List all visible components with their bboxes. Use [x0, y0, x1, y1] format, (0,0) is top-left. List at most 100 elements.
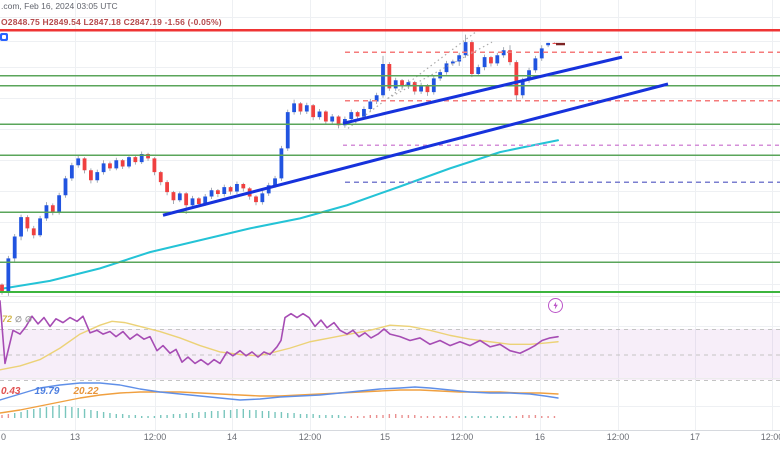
chart-logo-icon[interactable]: [0, 33, 8, 41]
time-label[interactable]: 12:00: [607, 432, 630, 442]
candle-down: [0, 284, 4, 293]
dmi-hist-bar: [401, 415, 403, 418]
candle-up: [381, 64, 385, 96]
candle-up: [520, 80, 525, 96]
dmi-hist-bar: [274, 412, 276, 418]
trendline-blue: [162, 82, 669, 217]
candle-up: [533, 58, 538, 71]
candle-down: [254, 196, 258, 203]
dmi-hist-bar: [483, 416, 486, 418]
dmi-hist-bar: [71, 407, 73, 418]
dmi-hist-bar: [534, 415, 537, 418]
dmi-hist-bar: [121, 414, 124, 418]
time-label[interactable]: 15: [380, 432, 390, 442]
candle-down: [82, 158, 87, 171]
candle-down: [146, 154, 150, 159]
candle-up: [222, 187, 227, 194]
dmi-hist-bar: [344, 416, 346, 418]
candle-up: [235, 184, 239, 192]
dmi-hist-bar: [58, 405, 60, 418]
candle-up: [63, 178, 68, 196]
time-label[interactable]: 12:00: [299, 432, 322, 442]
dmi-hist-bar: [1, 415, 3, 418]
dmi-hist-bar: [395, 414, 397, 418]
dmi-hist-bar: [528, 415, 530, 418]
ohlc-values: O2848.75 H2849.54 L2847.18 C2847.19 -1.5…: [1, 17, 222, 27]
dmi-hist-bar: [509, 416, 511, 418]
candle-up: [19, 217, 23, 237]
candle-down: [184, 193, 189, 206]
dmi-hist-bar: [229, 410, 232, 418]
hide-indicator-icon[interactable]: ∅: [15, 315, 22, 324]
dmi-hist-bar: [515, 416, 518, 418]
dmi-hist-bar: [179, 414, 181, 418]
candle-up: [57, 195, 62, 213]
time-label[interactable]: 17: [690, 432, 700, 442]
hide-indicator-icon[interactable]: ∅: [24, 315, 32, 324]
dmi-hist-bar: [45, 407, 48, 418]
candle-up: [260, 193, 265, 203]
dmi-hist-bar: [33, 409, 35, 418]
dmi-hist-bar: [426, 416, 429, 418]
moving-average-cyan: [0, 139, 559, 290]
candle-up: [114, 160, 119, 169]
dmi-hist-bar: [299, 414, 302, 418]
dmi-hist-bar: [166, 415, 168, 418]
dmi-hist-bar: [458, 416, 460, 418]
dmi-hist-bar: [553, 416, 556, 418]
candle-up: [546, 42, 550, 46]
candle-up: [38, 218, 42, 236]
dmi-hist-bar: [280, 412, 283, 418]
dmi-hist-bar: [185, 413, 187, 418]
dmi-hist-bar: [312, 414, 314, 418]
candle-down: [323, 111, 328, 122]
dmi-hist-bar: [141, 416, 143, 418]
candle-up: [190, 198, 195, 206]
time-label[interactable]: 14: [227, 432, 237, 442]
dmi-hist-bar: [236, 409, 238, 418]
candle-down: [412, 82, 417, 92]
candle-up: [501, 50, 506, 56]
candle-down: [470, 42, 474, 74]
dmi-value-orange: 20.22: [73, 386, 99, 397]
candle-down: [241, 184, 246, 189]
candle-up: [330, 116, 335, 122]
dmi-hist-bar: [325, 415, 327, 418]
dmi-value-red: 0.43: [1, 386, 21, 397]
dmi-hist-bar: [204, 412, 206, 418]
candle-down: [216, 190, 220, 194]
dmi-hist-bar: [547, 416, 549, 418]
dmi-hist-bar: [77, 408, 79, 418]
candle-up: [6, 258, 11, 293]
dmi-hist-bar: [388, 414, 391, 418]
candle-up: [203, 196, 208, 204]
trendline-blue: [342, 55, 623, 125]
ohlc-legend: O2848.75 H2849.54 L2847.18 C2847.19 -1.5…: [1, 17, 227, 27]
indicator1-legend: 72 ∅ ∅: [2, 314, 32, 324]
dmi-line-blue: [0, 382, 559, 401]
candle-up: [457, 55, 462, 62]
time-label[interactable]: 12:00: [451, 432, 474, 442]
dmi-hist-bar: [420, 416, 422, 418]
time-label[interactable]: 12:00: [761, 432, 780, 442]
time-label[interactable]: 12:00: [144, 432, 167, 442]
candle-up: [374, 95, 379, 102]
dmi-hist-bar: [496, 416, 498, 418]
candle-down: [108, 163, 112, 169]
dmi-hist-bar: [83, 409, 86, 418]
dmi-hist-bar: [306, 414, 308, 418]
time-label[interactable]: 0: [1, 432, 6, 442]
time-label[interactable]: 13: [70, 432, 80, 442]
candle-down: [228, 187, 233, 192]
candle-up: [101, 163, 106, 173]
candle-down: [514, 62, 519, 96]
lightning-event-marker[interactable]: [548, 298, 563, 313]
candle-up: [406, 82, 411, 87]
dmi-hist-bar: [382, 415, 384, 418]
dmi-hist-bar: [502, 416, 505, 418]
dmi-hist-bar: [64, 406, 67, 418]
candle-up: [304, 105, 309, 112]
time-label[interactable]: 16: [535, 432, 545, 442]
candle-up: [393, 80, 398, 89]
